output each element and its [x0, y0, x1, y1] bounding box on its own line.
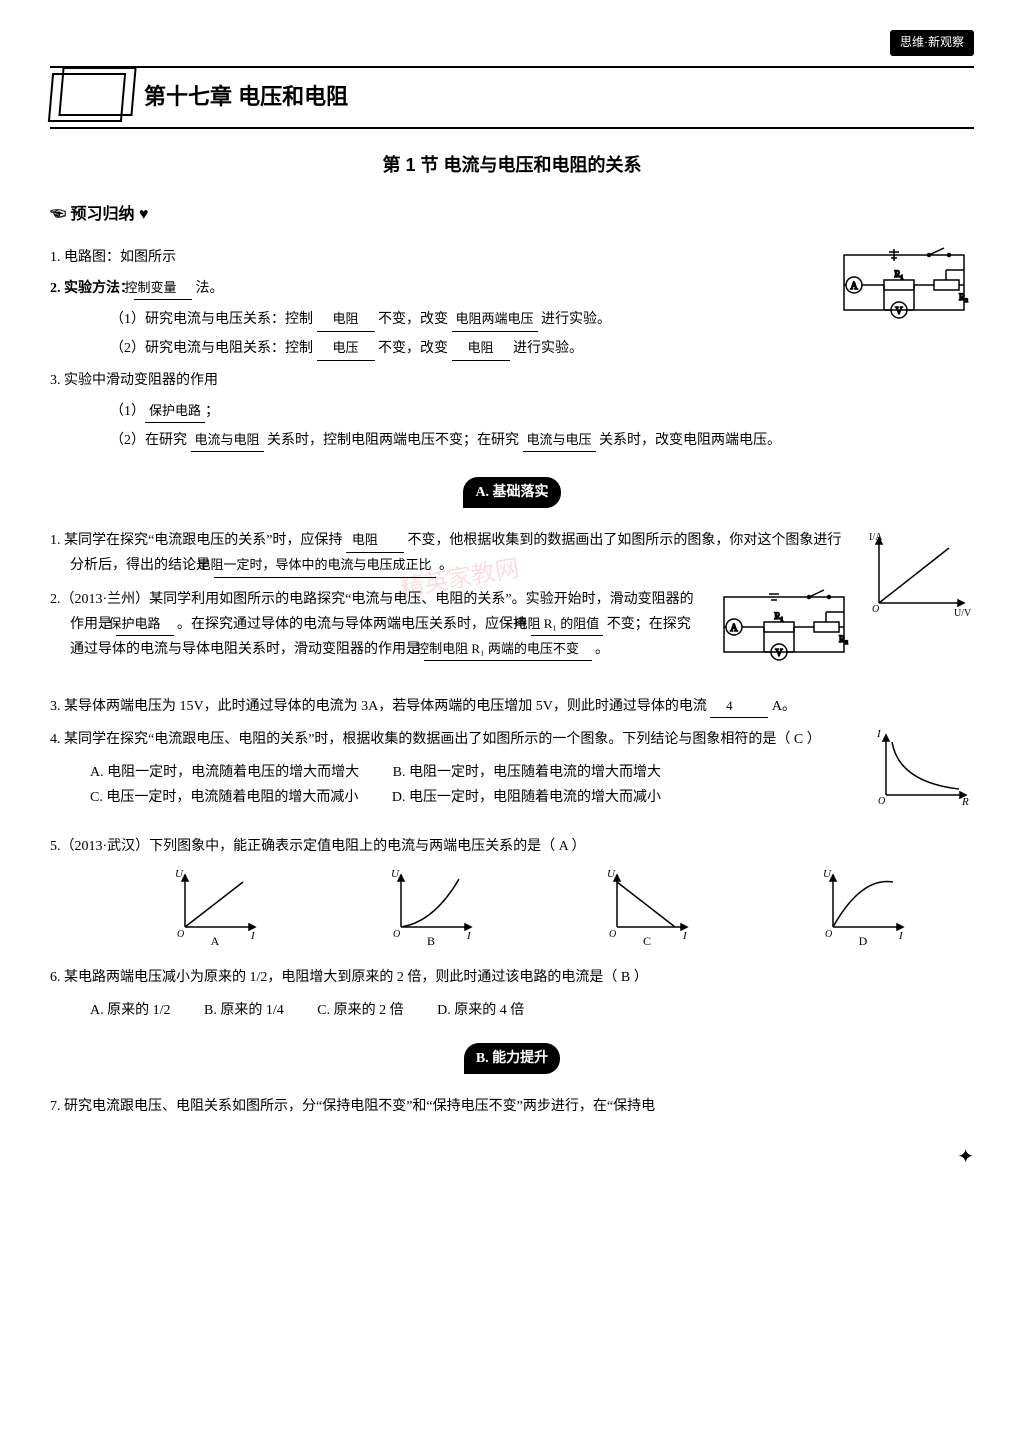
svg-text:D: D — [859, 934, 868, 947]
svg-text:O: O — [393, 929, 400, 940]
svg-text:A: A — [211, 934, 220, 947]
section-a-badge: A. 基础落实 — [50, 477, 974, 508]
svg-text:R: R — [961, 796, 969, 807]
svg-text:I: I — [466, 930, 472, 942]
svg-text:R₁: R₁ — [894, 269, 903, 279]
preview-item-2-2: （2）研究电流与电阻关系：控制 电压 不变，改变 电阻 进行实验。 — [110, 336, 974, 361]
svg-text:B: B — [427, 934, 435, 947]
question-1: 1. 某同学在探究“电流跟电压的关系”时，应保持 电阻 不变，他根据收集到的数据… — [50, 528, 974, 578]
q5-graph-b: U I O B — [389, 867, 479, 956]
question-5: 5.（2013·武汉）下列图象中，能正确表示定值电阻上的电流与两端电压关系的是（… — [50, 834, 974, 859]
svg-text:C: C — [643, 934, 651, 947]
question-5-figures: U I O A U I O B U I O — [50, 867, 974, 956]
chapter-icon — [48, 73, 126, 122]
svg-text:A: A — [850, 281, 858, 292]
preview-header: ☜ 预习归纳 ♥ — [50, 201, 974, 230]
footer-star: ✦ — [50, 1139, 974, 1175]
svg-text:O: O — [609, 929, 616, 940]
question-4-options: A. 电阻一定时，电流随着电压的增大而增大 B. 电阻一定时，电压随着电流的增大… — [50, 760, 974, 810]
svg-text:U: U — [391, 868, 400, 880]
svg-text:U: U — [175, 868, 184, 880]
top-badge-text: 思维·新观察 — [890, 30, 974, 56]
question-3: 3. 某导体两端电压为 15V，此时通过导体的电流为 3A，若导体两端的电压增加… — [50, 694, 974, 719]
svg-text:V: V — [895, 306, 903, 317]
chapter-title: 第十七章 电压和电阻 — [144, 77, 348, 117]
question-7: 7. 研究电流跟电压、电阻关系如图所示，分“保持电阻不变”和“保持电压不变”两步… — [50, 1094, 974, 1119]
circuit-figure-1: A R₁ R₂ V — [834, 245, 974, 334]
svg-text:I: I — [250, 930, 256, 942]
section-b-badge: B. 能力提升 — [50, 1043, 974, 1074]
top-badge: 思维·新观察 — [50, 30, 974, 56]
svg-text:I: I — [898, 930, 904, 942]
q5-graph-c: U I O C — [605, 867, 695, 956]
svg-text:O: O — [878, 796, 885, 807]
svg-text:U: U — [607, 868, 616, 880]
svg-text:R₂: R₂ — [959, 292, 968, 302]
svg-text:O: O — [825, 929, 832, 940]
question-2: 2.（2013·兰州）某同学利用如图所示的电路探究“电流与电压、电阻的关系”。实… — [50, 587, 974, 663]
svg-text:I: I — [682, 930, 688, 942]
chapter-header: 第十七章 电压和电阻 — [50, 66, 974, 129]
preview-item-3-2: （2）在研究 电流与电阻 关系时，控制电阻两端电压不变；在研究 电流与电压 关系… — [110, 428, 974, 453]
q5-graph-d: U I O D — [821, 867, 911, 956]
preview-item-3: 3. 实验中滑动变阻器的作用 — [50, 368, 974, 393]
question-4: 4. 某同学在探究“电流跟电压、电阻的关系”时，根据收集的数据画出了如图所示的一… — [50, 727, 974, 752]
svg-text:U: U — [823, 868, 832, 880]
blank: 控制变量 — [134, 276, 192, 300]
question-6-options: A. 原来的 1/2 B. 原来的 1/4 C. 原来的 2 倍 D. 原来的 … — [50, 998, 974, 1023]
question-6: 6. 某电路两端电压减小为原来的 1/2，电阻增大到原来的 2 倍，则此时通过该… — [50, 965, 974, 990]
preview-item-3-1: （1）保护电路； — [110, 399, 974, 424]
svg-text:O: O — [177, 929, 184, 940]
section-title: 第 1 节 电流与电压和电阻的关系 — [50, 149, 974, 181]
q5-graph-a: U I O A — [173, 867, 263, 956]
